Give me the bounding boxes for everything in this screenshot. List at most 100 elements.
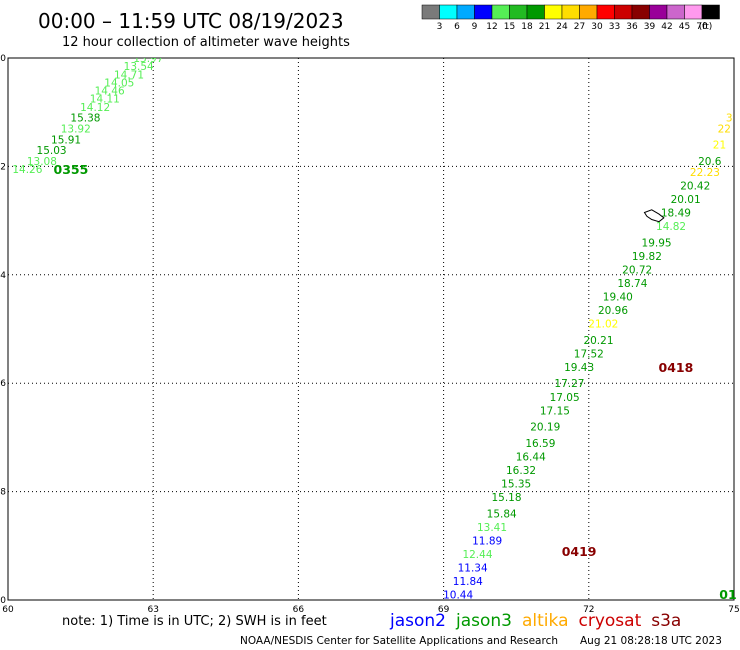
color-scale-label: 6: [454, 22, 460, 32]
color-scale-swatch: [701, 4, 720, 20]
swh-value-label: 16.59: [525, 438, 555, 450]
swh-value-label: 19.95: [642, 237, 672, 249]
plot-frame: [7, 57, 735, 601]
page-title: 00:00 – 11:59 UTC 08/19/2023: [38, 9, 344, 33]
y-tick-label: -58: [0, 488, 6, 498]
swh-value-label: 15.03: [37, 145, 67, 157]
swh-value-label: 15.38: [70, 113, 100, 125]
swh-value-label: 17.52: [574, 348, 604, 360]
swh-value-label: 20.21: [583, 335, 613, 347]
satellite-legend-item: s3a: [651, 611, 681, 631]
color-scale-swatch: [544, 4, 563, 20]
swh-value-label: 12.44: [462, 549, 492, 561]
swh-value-label: 20.72: [622, 264, 652, 276]
color-scale-swatch: [456, 4, 475, 20]
source-credit: NOAA/NESDIS Center for Satellite Applica…: [240, 635, 558, 647]
swh-value-label: 13.08: [27, 156, 57, 168]
color-scale-legend: 3 6 9 12 15 18 21 24 27 30 33 36 39 42 45 70(ft): [421, 4, 720, 32]
swh-value-label: 9.9: [721, 628, 738, 640]
x-tick-label: 63: [147, 605, 158, 615]
color-scale-label: 18: [521, 22, 533, 32]
swh-value-label: 18.49: [661, 207, 691, 219]
color-scale-label: 45: [679, 22, 690, 32]
color-scale-label: 42: [661, 22, 672, 32]
color-scale-label: 27: [574, 22, 585, 32]
satellite-legend: jason2 jason3 altika cryosat s3a: [389, 611, 681, 631]
swh-value-label: 18.74: [617, 278, 647, 290]
swh-value-label: 11.89: [472, 535, 502, 547]
color-scale-swatch: [684, 4, 703, 20]
swh-value-label: 14.82: [656, 221, 686, 233]
color-scale-swatch: [614, 4, 633, 20]
color-scale-label: 39: [644, 22, 656, 32]
swh-value-label: 19.43: [564, 362, 594, 374]
color-scale-unit: (ft): [699, 22, 713, 32]
swh-value-label: 20.01: [671, 194, 701, 206]
color-scale-label: 9: [472, 22, 478, 32]
axis-ticks: 60 63 66 69 72 75 -50 -52 -54 -56 -58 -60: [0, 54, 740, 615]
swh-value-label: 11.71: [438, 603, 468, 615]
swh-value-label: 14.05: [104, 77, 134, 89]
swh-value-label: 19.82: [632, 251, 662, 263]
satellite-legend-item: cryosat: [579, 611, 642, 631]
swh-value-label: 21.02: [588, 319, 618, 331]
time-label: 0355: [54, 162, 89, 177]
swh-value-label: 13.92: [61, 123, 91, 135]
color-scale-label: 15: [504, 22, 515, 32]
corner-time-label: 01: [719, 587, 736, 602]
swh-value-label: 15.84: [487, 508, 517, 520]
x-tick-label: 75: [728, 605, 739, 615]
y-tick-label: -54: [0, 271, 6, 281]
x-tick-label: 69: [438, 605, 450, 615]
swh-value-label: 14.12: [80, 102, 110, 114]
y-tick-label: -52: [0, 162, 6, 172]
color-scale-swatch: [561, 4, 580, 20]
swh-value-label: 20.19: [530, 422, 560, 434]
time-label: 0418: [659, 360, 694, 375]
color-scale-swatch: [526, 4, 545, 20]
swh-value-label: 14.26: [12, 164, 42, 176]
swh-value-label: 15.18: [491, 492, 521, 504]
color-scale-swatch: [491, 4, 510, 20]
swh-value-label: 15.35: [501, 478, 531, 490]
y-tick-label: -56: [0, 379, 6, 389]
color-scale-label: 70: [696, 22, 708, 32]
swh-value-label: 10.44: [443, 590, 473, 602]
color-scale-label: 12: [486, 22, 497, 32]
swh-value-label: 13.97: [133, 53, 163, 65]
swh-value-label: 16.44: [516, 451, 546, 463]
satellite-legend-item: altika: [522, 611, 569, 631]
color-scale-label: 3: [437, 22, 443, 32]
footnote: note: 1) Time is in UTC; 2) SWH is in fe…: [62, 614, 327, 629]
x-tick-label: 72: [583, 605, 594, 615]
x-tick-label: 60: [2, 605, 14, 615]
swh-value-label: 21: [713, 140, 726, 152]
time-label: 0419: [562, 544, 597, 559]
y-tick-label: -50: [0, 54, 6, 64]
swh-marks: 14.2613.0815.0315.9113.9215.3814.1214.11…: [12, 53, 738, 640]
color-scale-swatch: [474, 4, 493, 20]
swh-value-label: 11.84: [453, 576, 483, 588]
grid-lines: [7, 57, 735, 601]
swh-value-label: 22: [718, 123, 731, 135]
color-scale-swatch: [421, 4, 440, 20]
swh-value-label: 3: [726, 113, 733, 125]
color-scale-swatch: [596, 4, 615, 20]
swh-value-label: 17.27: [554, 378, 584, 390]
color-scale-swatch: [649, 4, 668, 20]
y-tick-label: -60: [0, 596, 6, 606]
swh-value-label: 22.23: [690, 167, 720, 179]
satellite-legend-item: jason3: [455, 611, 512, 631]
swh-value-label: 15.91: [51, 134, 81, 146]
generated-timestamp: Aug 21 08:28:18 UTC 2023: [580, 635, 722, 647]
swh-value-label: 17.15: [540, 405, 570, 417]
color-scale-label: 33: [609, 22, 620, 32]
color-scale-label: 30: [591, 22, 603, 32]
chart-subtitle: 12 hour collection of altimeter wave hei…: [62, 35, 350, 50]
color-scale-label: 36: [626, 22, 638, 32]
swh-value-label: 19.40: [603, 291, 633, 303]
swh-value-label: 20.42: [680, 180, 710, 192]
swh-value-label: 13.41: [477, 522, 507, 534]
color-scale-swatch: [631, 4, 650, 20]
